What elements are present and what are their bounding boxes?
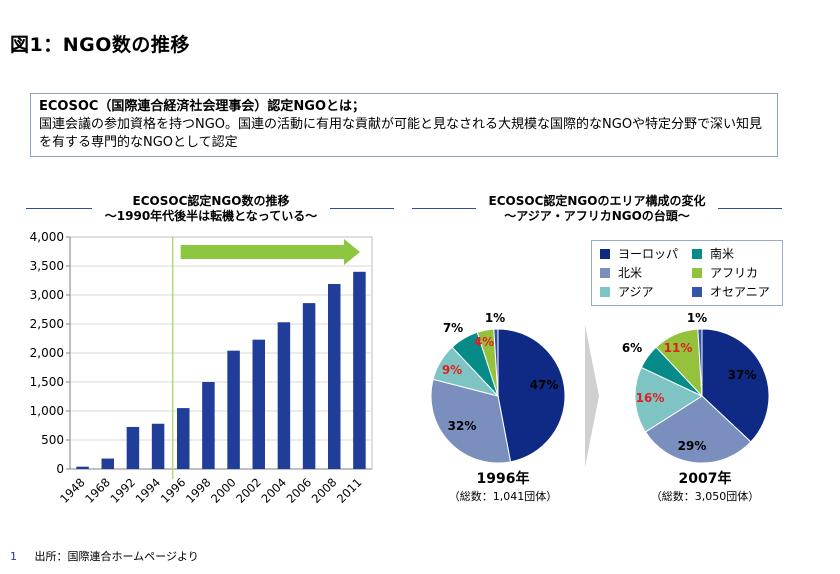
bar-2000 [227, 350, 240, 469]
pie-1-label: 1% [687, 311, 707, 325]
legend-swatch [600, 268, 610, 278]
legend-swatch [692, 249, 702, 259]
x-tick-label: 2002 [233, 475, 264, 506]
source-note: 出所：国際連合ホームページより [34, 550, 199, 563]
bar-2004 [277, 322, 291, 469]
pie-0-label: 32% [448, 419, 477, 433]
y-tick-label: 2,000 [30, 346, 64, 360]
bar-2002 [252, 339, 265, 469]
legend-item-asia: アジア [600, 284, 654, 300]
section-rule-right-a [412, 208, 476, 209]
y-tick-label: 2,500 [30, 317, 64, 331]
pie-1-label: 11% [664, 341, 693, 355]
x-tick-label: 2006 [284, 475, 315, 506]
bar-1994 [151, 423, 165, 469]
y-tick-label: 500 [41, 433, 64, 447]
bar-1968 [101, 458, 114, 469]
legend-item-oceania: オセアニア [692, 284, 770, 300]
pie-chart-subtitle: ～アジア・アフリカNGOの台頭～ [504, 209, 690, 223]
legend-swatch [600, 249, 610, 259]
x-tick-label: 1996 [158, 475, 189, 506]
pie-1-slice [634, 366, 704, 433]
footer: 1 出所：国際連合ホームページより [10, 548, 199, 564]
bar-chart-title-block: ECOSOC認定NGO数の推移 ～1990年代後半は転機となっている～ [92, 194, 330, 224]
legend-item-europe: ヨーロッパ [600, 246, 678, 262]
x-tick-label: 2004 [258, 475, 289, 506]
transition-chevron [585, 325, 599, 467]
pie-1-label: 6% [622, 341, 642, 355]
x-tick-label: 1948 [57, 475, 88, 506]
bar-1996 [177, 408, 190, 469]
x-tick-label: 1992 [107, 475, 138, 506]
y-tick-label: 1,000 [30, 404, 64, 418]
bar-2008 [328, 283, 341, 469]
x-tick-label: 2011 [334, 475, 365, 506]
definition-box: ECOSOC（国際連合経済社会理事会）認定NGOとは； 国連会議の参加資格を持つ… [30, 93, 778, 157]
legend-item-south-america: 南米 [692, 246, 734, 262]
definition-text: 国連会議の参加資格を持つNGO。国連の活動に有用な貢献が可能と見なされる大規模な… [39, 117, 763, 150]
definition-heading: ECOSOC（国際連合経済社会理事会）認定NGOとは； [39, 99, 366, 114]
y-tick-label: 3,000 [30, 288, 64, 302]
pie-0-label: 9% [442, 363, 462, 377]
pie-1-label: 16% [636, 391, 665, 405]
bar-chart-title: ECOSOC認定NGO数の推移 [132, 194, 290, 208]
bar-1992 [126, 426, 140, 469]
pie-0-label: 1% [485, 311, 505, 325]
pie-1-slice [697, 328, 703, 397]
section-rule-left-a [26, 208, 92, 209]
pie-chart-title: ECOSOC認定NGOのエリア構成の変化 [488, 194, 706, 208]
page-number: 1 [10, 550, 17, 563]
page-title: 図1：NGO数の推移 [10, 34, 190, 56]
pie-1-slice [701, 328, 770, 443]
pie-1996-total: （総数：1,041団体） [448, 490, 558, 503]
bar-2006 [302, 303, 316, 469]
y-tick-label: 0 [56, 462, 64, 476]
section-rule-right-b [718, 208, 782, 209]
legend-item-north-america: 北米 [600, 265, 642, 281]
pie-0-label: 7% [443, 321, 463, 335]
legend-item-africa: アフリカ [692, 265, 758, 281]
legend-swatch [692, 287, 702, 297]
pie-0-slice [497, 328, 566, 463]
y-tick-label: 3,500 [30, 259, 64, 273]
bar-2011 [353, 271, 366, 469]
y-tick-label: 1,500 [30, 375, 64, 389]
pie-0-label: 47% [530, 378, 559, 392]
x-tick-label: 1998 [183, 475, 214, 506]
pie-2007-year: 2007年 [678, 471, 732, 487]
legend-swatch [692, 268, 702, 278]
pie-0-label: 4% [474, 335, 494, 349]
growth-arrow [180, 239, 360, 265]
bar-1948 [76, 466, 89, 469]
pie-1996-year: 1996年 [476, 471, 530, 487]
bar-chart-subtitle: ～1990年代後半は転機となっている～ [104, 209, 318, 223]
x-tick-label: 1994 [133, 475, 164, 506]
pie-chart-title-block: ECOSOC認定NGOのエリア構成の変化 ～アジア・アフリカNGOの台頭～ [476, 194, 718, 224]
y-tick-label: 4,000 [30, 230, 64, 244]
pie-2007-total: （総数：3,050団体） [650, 490, 760, 503]
pie-1-slice [644, 395, 752, 464]
pie-1-label: 37% [728, 368, 757, 382]
legend-swatch [600, 287, 610, 297]
x-tick-label: 2000 [208, 475, 239, 506]
pie-0-slice [430, 378, 512, 464]
section-rule-left-b [330, 208, 394, 209]
x-tick-label: 2008 [309, 475, 340, 506]
bar-1998 [202, 382, 215, 469]
pie-legend: ヨーロッパ 南米 北米 アフリカ アジア オセアニア [591, 240, 783, 306]
pie-1-label: 29% [678, 439, 707, 453]
pie-0-slice [493, 328, 499, 397]
x-tick-label: 1968 [82, 475, 113, 506]
